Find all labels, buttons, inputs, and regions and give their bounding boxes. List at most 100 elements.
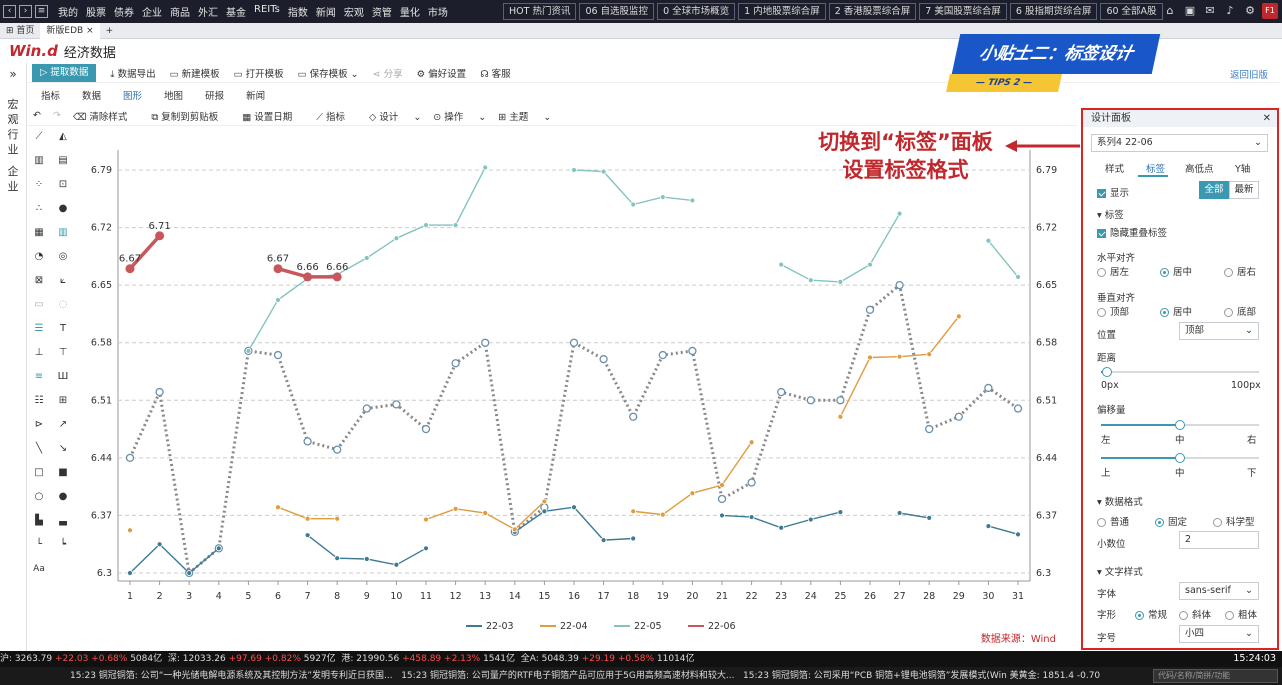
design-button[interactable]: ◇ 设计 ⌄: [368, 111, 422, 123]
settings-icon[interactable]: ⚙: [1245, 4, 1255, 17]
tab-data[interactable]: 数据: [82, 91, 102, 102]
menu-item[interactable]: 资管: [371, 8, 392, 19]
menu-item[interactable]: 外汇: [198, 8, 218, 19]
line-chart-icon[interactable]: ⟋: [35, 131, 43, 142]
bubble-chart-icon[interactable]: ●: [58, 203, 68, 214]
rect-outline-icon[interactable]: □: [34, 467, 44, 478]
menu-item[interactable]: 量化: [399, 8, 420, 19]
dual-axis-icon[interactable]: ▥: [58, 227, 68, 238]
zoom-chart-icon[interactable]: ⊠: [34, 275, 44, 286]
v-align-middle[interactable]: 居中: [1160, 304, 1192, 318]
back-old-version-link[interactable]: 返回旧版: [1229, 70, 1268, 81]
forward-icon[interactable]: ›: [19, 5, 32, 18]
format-fixed[interactable]: 固定: [1155, 514, 1187, 528]
arrow-tool-icon[interactable]: ↘: [58, 443, 68, 454]
nav-char[interactable]: 行: [7, 128, 19, 141]
quick-link[interactable]: 1 内地股票综合屏: [738, 3, 826, 20]
text-box-icon[interactable]: T: [59, 323, 67, 334]
combo-chart-icon[interactable]: ⊡: [58, 179, 68, 190]
dot-chart-icon[interactable]: ∴: [35, 203, 43, 214]
tab-edb[interactable]: 新版EDB ×: [40, 22, 100, 39]
tab-home[interactable]: ⊞ 首页: [6, 25, 35, 36]
latest-toggle[interactable]: 最新: [1229, 181, 1259, 199]
save-template-button[interactable]: ▭ 保存模板 ⌄: [297, 68, 359, 80]
tab-research[interactable]: 研报: [205, 91, 225, 102]
tab-style[interactable]: 样式: [1105, 164, 1125, 175]
set-date-button[interactable]: ▦ 设置日期: [242, 111, 293, 123]
news-item[interactable]: 15:23 铜冠铜箔: 公司“一种光储电解电源系统及其控制方法”发明专利近日获国…: [70, 671, 393, 681]
quick-link[interactable]: 0 全球市场概览: [657, 3, 736, 20]
table-icon[interactable]: ☰: [34, 323, 44, 334]
weight-regular[interactable]: 常规: [1135, 607, 1167, 621]
weight-bold[interactable]: 粗体: [1225, 607, 1257, 621]
expand-icon[interactable]: »: [9, 67, 17, 81]
slider-knob[interactable]: [1102, 367, 1112, 377]
search-input[interactable]: 代码/名称/简拼/功能: [1153, 669, 1278, 683]
series-select[interactable]: 系列4 22-06 ⌄: [1091, 134, 1268, 152]
quick-link[interactable]: 2 香港股票综合屏: [828, 3, 917, 20]
area-chart-icon[interactable]: ◭: [59, 131, 67, 142]
menu-item[interactable]: 商品: [170, 8, 190, 19]
show-checkbox[interactable]: 显示: [1097, 185, 1129, 199]
menu-item[interactable]: 债券: [114, 8, 134, 19]
hide-overlap-checkbox[interactable]: 隐藏重叠标签: [1097, 225, 1167, 239]
histogram-icon[interactable]: ▭: [34, 299, 44, 310]
window-icon[interactable]: ▣: [1184, 4, 1196, 17]
help-badge[interactable]: F1: [1262, 3, 1278, 19]
tab-news[interactable]: 新闻: [246, 91, 266, 102]
radar-icon[interactable]: ◌: [58, 299, 68, 310]
new-template-button[interactable]: ▭ 新建模板: [169, 68, 220, 80]
menu-item[interactable]: 市场: [427, 8, 448, 19]
menu-item[interactable]: 基金: [226, 8, 246, 19]
preferences-button[interactable]: ⚙ 偏好设置: [416, 68, 467, 80]
list-view-icon[interactable]: ≡: [34, 371, 44, 382]
menu-item[interactable]: 新闻: [315, 8, 336, 19]
tab-chart[interactable]: 图形: [123, 91, 143, 102]
size-select[interactable]: 小四 ⌄: [1179, 625, 1259, 643]
stack-chart-icon[interactable]: ▦: [34, 227, 44, 238]
tab-map[interactable]: 地图: [164, 91, 184, 102]
nav-char[interactable]: 企: [7, 165, 19, 178]
decimals-input[interactable]: 2: [1179, 531, 1259, 549]
font-select[interactable]: sans-serif ⌄: [1179, 582, 1259, 600]
position-select[interactable]: 顶部 ⌄: [1179, 322, 1259, 340]
theme-button[interactable]: ⊞ 主题 ⌄: [498, 111, 552, 123]
new-tab-button[interactable]: +: [105, 25, 114, 36]
menu-item[interactable]: 宏观: [343, 8, 364, 19]
menu-item[interactable]: REITs: [254, 4, 280, 15]
menu-item[interactable]: 指数: [287, 8, 308, 19]
copy-clipboard-button[interactable]: ⧉ 复制到剪贴板: [151, 111, 219, 123]
chat-icon[interactable]: ✉: [1205, 4, 1215, 17]
news-item[interactable]: 15:23 铜冠铜箔: 公司采用“PCB 铜箔+锂电池铜箔”发展模式(Win 美…: [743, 671, 1101, 681]
ellipse-fill-icon[interactable]: ●: [58, 491, 68, 502]
close-icon[interactable]: ✕: [1262, 113, 1271, 124]
trend-chart-icon[interactable]: ⟀: [60, 275, 66, 286]
menu-item[interactable]: 企业: [142, 8, 162, 19]
h-align-center[interactable]: 居中: [1160, 264, 1192, 278]
h-align-left[interactable]: 居左: [1097, 264, 1129, 278]
boxplot-icon[interactable]: ⊤: [58, 347, 68, 358]
quick-link[interactable]: 06 自选股监控: [579, 3, 655, 20]
bracket-icon[interactable]: ▙: [35, 515, 43, 526]
clear-style-button[interactable]: ⌫ 清除样式: [72, 111, 128, 123]
tab-label[interactable]: 标签: [1146, 164, 1166, 175]
back-icon[interactable]: ‹: [3, 5, 16, 18]
close-icon[interactable]: ×: [86, 25, 94, 36]
h-align-right[interactable]: 居右: [1224, 264, 1256, 278]
rect-fill-icon[interactable]: ■: [58, 467, 68, 478]
weight-italic[interactable]: 斜体: [1179, 607, 1211, 621]
nav-char[interactable]: 宏: [7, 98, 19, 111]
service-button[interactable]: ☊ 客服: [480, 68, 511, 80]
text-tool-icon[interactable]: Aa: [33, 564, 45, 574]
ellipse-outline-icon[interactable]: ○: [34, 491, 44, 502]
nav-char[interactable]: 业: [7, 180, 19, 193]
format-scientific[interactable]: 科学型: [1213, 514, 1255, 528]
marker-icon[interactable]: ▃: [59, 515, 67, 526]
export-data-button[interactable]: ⤓ 数据导出: [110, 68, 156, 80]
slider-knob[interactable]: [1175, 420, 1185, 430]
menu-item[interactable]: 股票: [86, 8, 106, 19]
waterfall-icon[interactable]: Ш: [57, 371, 69, 382]
tab-high-low[interactable]: 高低点: [1185, 164, 1214, 175]
distance-slider[interactable]: [1101, 367, 1259, 377]
format-normal[interactable]: 普通: [1097, 514, 1129, 528]
